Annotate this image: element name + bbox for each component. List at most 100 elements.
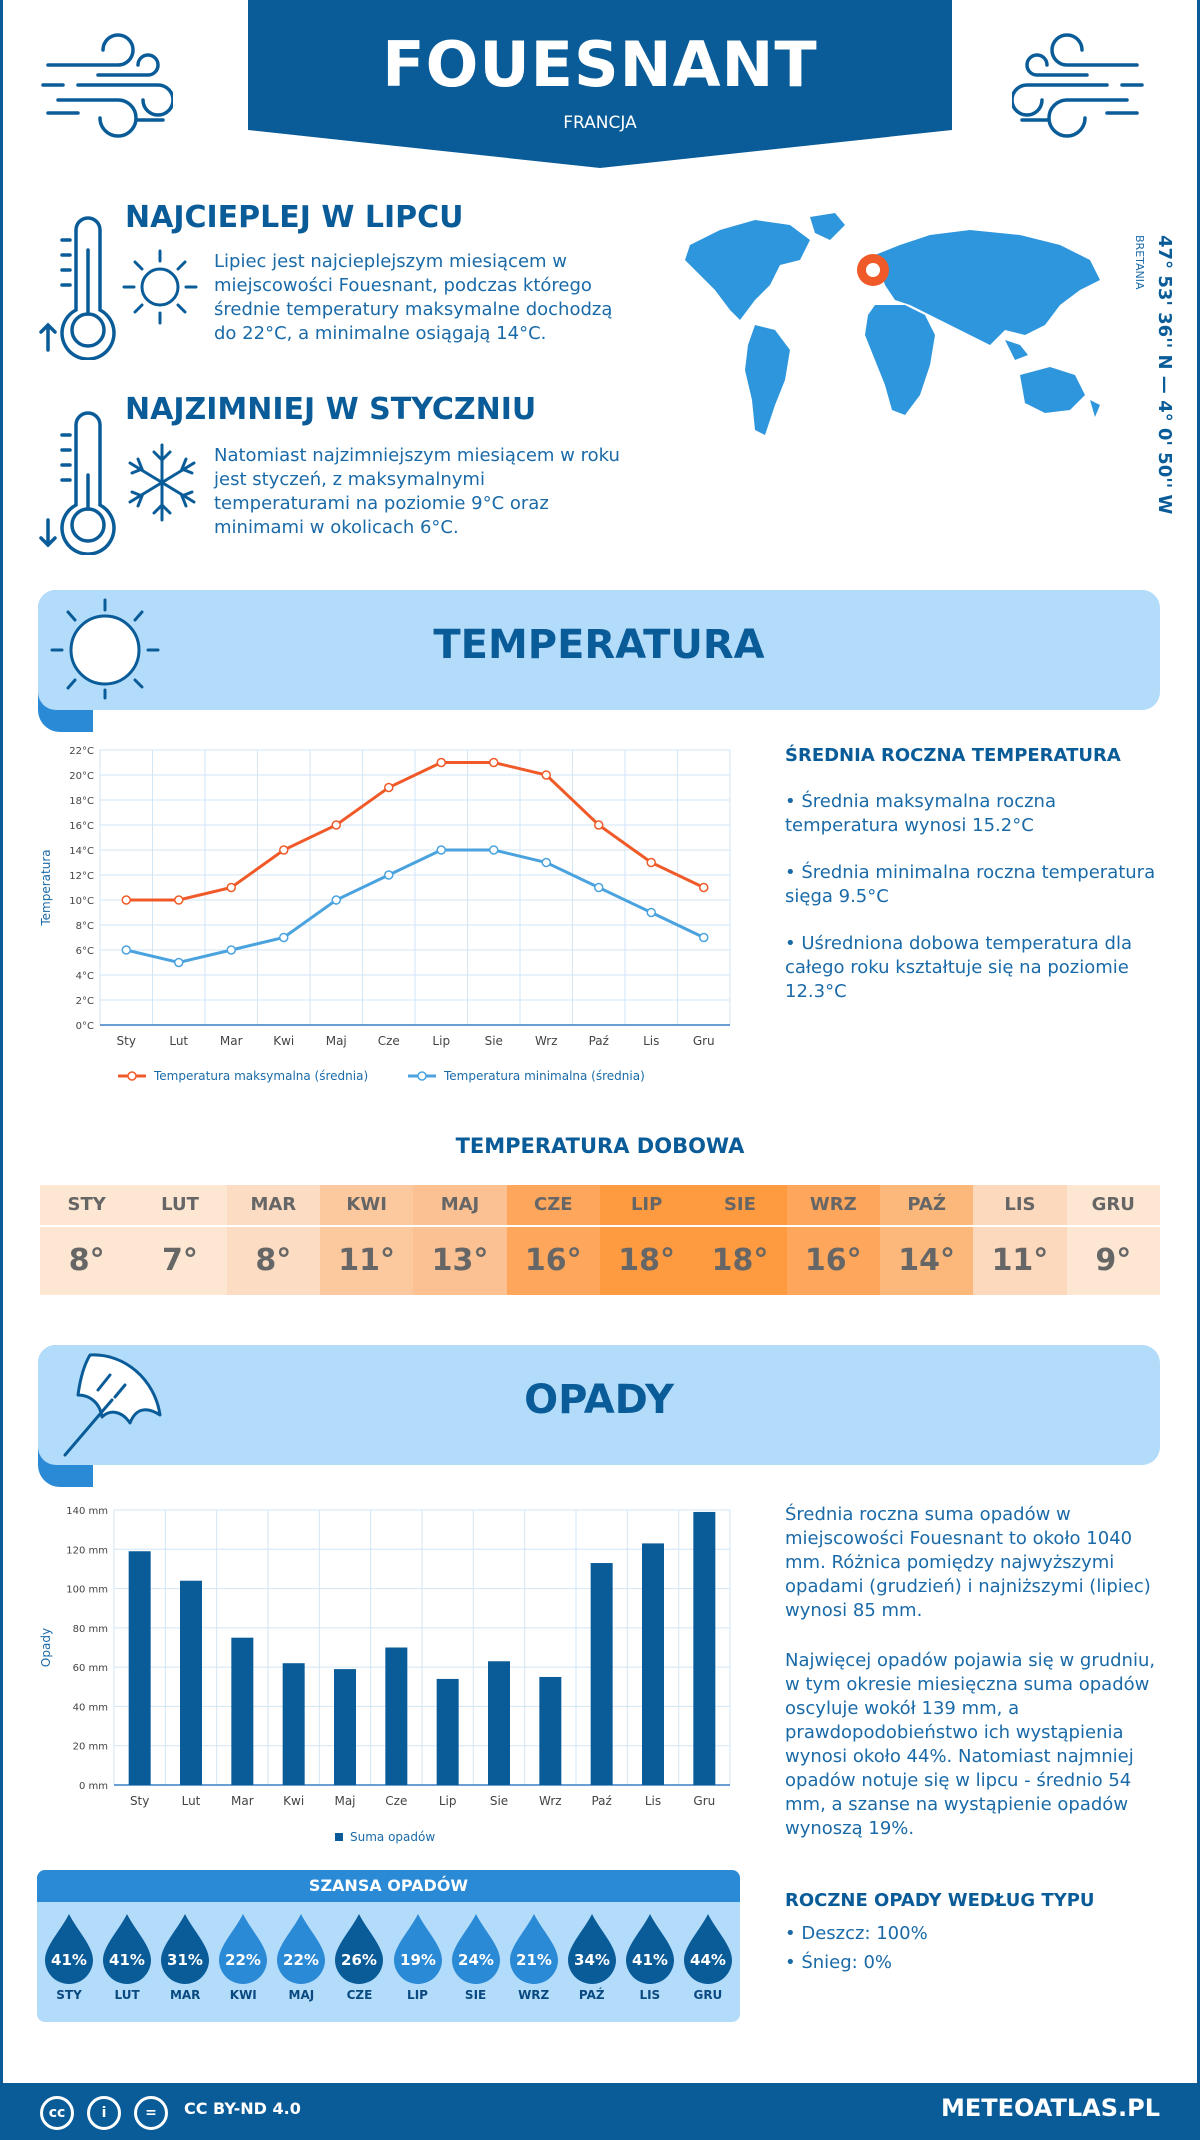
data-point: [226, 882, 236, 893]
y-tick-label: 12°C: [69, 871, 94, 882]
x-tick-label: Wrz: [539, 1794, 562, 1808]
daily-temp-column: SIE 18°: [693, 1185, 787, 1295]
x-tick-label: Mar: [220, 1034, 243, 1048]
world-map: [685, 213, 1100, 435]
daily-temp-month: KWI: [346, 1194, 387, 1215]
daily-temp-month: LIS: [1004, 1194, 1036, 1215]
y-axis-label: Opady: [39, 1628, 53, 1667]
rain-chance-month: MAR: [169, 1988, 201, 2002]
raindrop-shape: [103, 1914, 152, 1984]
rain-chance-month: MAJ: [288, 1988, 315, 2002]
daily-temp-value: 16°: [506, 1225, 600, 1295]
temperature-chart: 0°C 2°C 4°C 6°C 8°C 10°C 12°C 14°C 16°C 18°C 20°C 2…: [39, 746, 731, 1083]
rain-chance-value: 34%: [574, 1951, 610, 1969]
data-point: [594, 820, 604, 830]
daily-temp-month: SIE: [723, 1194, 756, 1215]
y-tick-label: 0 mm: [79, 1781, 108, 1792]
sun-large-icon: [50, 598, 160, 700]
temperature-band: [38, 590, 1160, 710]
raindrop-icon: 19%: [393, 1914, 442, 1984]
x-tick-label: Cze: [385, 1794, 407, 1808]
raindrop-shape: [219, 1914, 268, 1984]
precip-bar: [436, 1678, 459, 1785]
wind-icon-left: [41, 33, 173, 138]
x-tick-label: Lip: [432, 1034, 450, 1048]
site-link[interactable]: METEOATLAS.PL: [940, 2094, 1160, 2122]
x-tick-label: Paź: [589, 1034, 609, 1048]
precip-title: OPADY: [524, 1377, 674, 1423]
data-point: [646, 907, 656, 918]
x-tick-label: Maj: [334, 1794, 355, 1808]
precip-bar: [642, 1543, 664, 1785]
raindrop-shape: [509, 1914, 558, 1984]
data-point: [121, 945, 131, 955]
daily-temp-column: MAR 8°: [226, 1185, 320, 1295]
daily-temp-month: PAŹ: [907, 1194, 946, 1215]
rain-chance-month: LIS: [639, 1988, 661, 2002]
data-point: [699, 882, 709, 893]
raindrop-shape: [683, 1914, 732, 1984]
rain-chance-month: WRZ: [518, 1988, 550, 2002]
precip-bar: [693, 1511, 716, 1785]
daily-temp-column: MAJ 13°: [413, 1185, 507, 1295]
y-tick-label: 4°C: [76, 971, 94, 982]
y-tick-label: 80 mm: [73, 1624, 108, 1635]
x-tick-label: Mar: [231, 1794, 254, 1808]
rain-chance-item: 22% KWI: [214, 1912, 272, 2002]
x-tick-label: Lut: [182, 1794, 201, 1808]
data-point: [541, 857, 551, 868]
daily-temp-value: 11°: [319, 1225, 414, 1295]
legend-label: Suma opadów: [350, 1830, 435, 1844]
coordinates: 47° 53' 36'' N — 4° 0' 50'' W: [1154, 235, 1175, 515]
data-point: [384, 782, 394, 793]
raindrop-icon: 31%: [161, 1914, 210, 1984]
thermometer-warm-icon: [39, 216, 116, 360]
y-tick-label: 8°C: [76, 921, 94, 932]
precip-bar: [180, 1580, 202, 1785]
rain-chance-value: 41%: [632, 1951, 668, 1969]
y-tick-label: 100 mm: [66, 1585, 108, 1596]
rain-chance-value: 21%: [516, 1951, 552, 1969]
daily-temp-month: LUT: [161, 1194, 199, 1215]
rain-chance-item: 21% WRZ: [505, 1912, 563, 2002]
raindrop-icon: 41%: [625, 1914, 674, 1984]
rain-chance-item: 31% MAR: [156, 1912, 214, 2002]
y-tick-label: 20 mm: [73, 1742, 108, 1753]
city-title: FOUESNANT: [382, 28, 818, 101]
series-line: [125, 848, 705, 965]
x-tick-label: Sty: [117, 1034, 136, 1048]
y-tick-label: 140 mm: [66, 1506, 108, 1517]
precip-bar: [231, 1637, 254, 1785]
raindrop-shape: [393, 1914, 442, 1984]
footer: [0, 2083, 1200, 2140]
no-derivatives-icon: =: [134, 2096, 168, 2130]
data-point: [436, 845, 446, 855]
annual-temp-bullet-avg: • Uśredniona dobowa temperatura dla całe…: [785, 933, 1133, 1002]
y-tick-label: 0°C: [76, 1021, 94, 1032]
daily-temp-month: LIP: [630, 1194, 663, 1215]
precip-bar: [385, 1647, 408, 1785]
daily-temp-value: 9°: [1066, 1225, 1160, 1295]
raindrop-icon: 22%: [277, 1914, 326, 1984]
snowflake-icon: [128, 443, 196, 522]
daily-temp-value: 11°: [973, 1225, 1067, 1295]
data-point: [436, 757, 446, 768]
data-point: [489, 757, 499, 768]
x-tick-label: Sie: [490, 1794, 508, 1808]
data-point: [174, 895, 184, 905]
data-point: [594, 882, 604, 893]
daily-temp-column: KWI 11°: [319, 1185, 414, 1295]
rain-chance-value: 19%: [400, 1951, 436, 1969]
precip-detail-text: Najwięcej opadów pojawia się w grudniu, …: [785, 1650, 1156, 1839]
rain-chance-value: 44%: [690, 1951, 726, 1969]
y-tick-label: 16°C: [69, 821, 94, 832]
rain-chance-title: SZANSA OPADÓW: [37, 1870, 740, 1902]
precip-bar: [128, 1551, 151, 1785]
legend-label: Temperatura minimalna (średnia): [443, 1069, 645, 1083]
x-tick-label: Lip: [439, 1794, 457, 1808]
daily-temp-title: TEMPERATURA DOBOWA: [455, 1134, 745, 1158]
rain-chance-month: GRU: [693, 1988, 723, 2002]
cc-icon: cc: [40, 2096, 74, 2130]
daily-temp-column: LUT 7°: [133, 1185, 227, 1295]
precip-type-snow: • Śnieg: 0%: [785, 1952, 893, 1973]
